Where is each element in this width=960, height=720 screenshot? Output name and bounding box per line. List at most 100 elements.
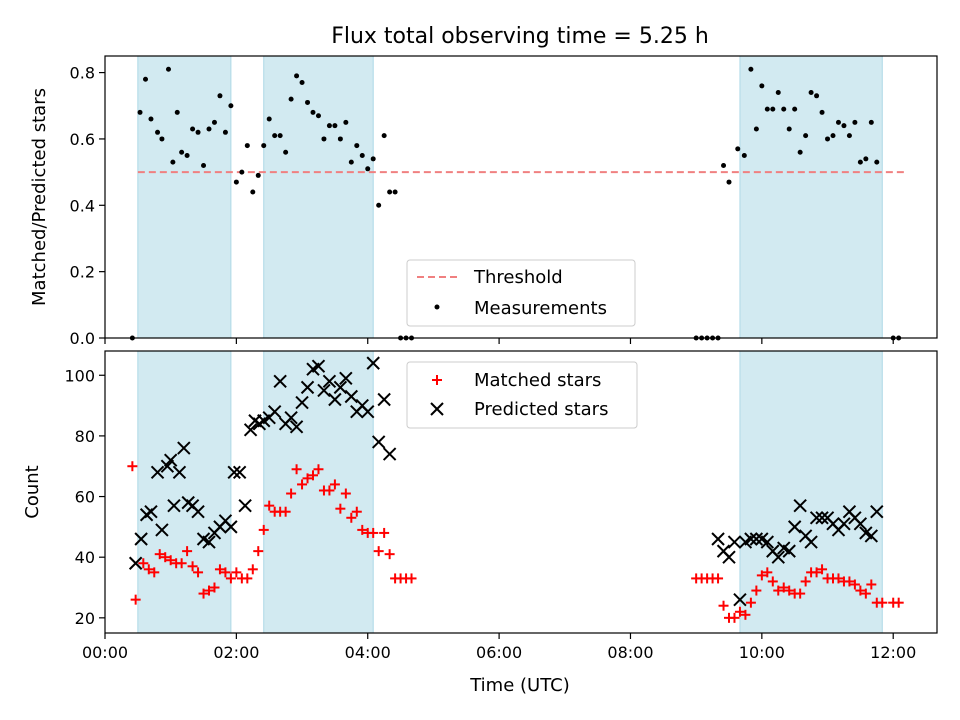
marker-stroke bbox=[273, 374, 287, 389]
matched-star-marker bbox=[767, 576, 778, 587]
matched-star-marker bbox=[264, 500, 275, 511]
top-axes-frame bbox=[104, 55, 938, 339]
predicted-star-marker bbox=[333, 380, 348, 395]
predicted-star-marker bbox=[227, 465, 241, 479]
marker-stroke bbox=[267, 404, 282, 419]
measurement-point bbox=[261, 143, 267, 149]
marker-stroke bbox=[238, 498, 252, 513]
measurement-point bbox=[155, 129, 161, 135]
measurement-point bbox=[786, 126, 792, 132]
marker-stroke bbox=[804, 535, 818, 549]
measurement-point bbox=[143, 76, 149, 82]
matched-star-marker bbox=[308, 470, 318, 481]
matched-star-marker bbox=[138, 558, 149, 569]
marker-stroke bbox=[339, 371, 353, 385]
marker-stroke bbox=[870, 505, 884, 519]
matched-star-marker bbox=[893, 597, 904, 608]
marker-stroke bbox=[755, 532, 769, 546]
matched-star-marker bbox=[877, 597, 888, 608]
marker-stroke bbox=[744, 532, 758, 546]
measurement-point bbox=[721, 162, 727, 168]
matched-star-marker bbox=[713, 573, 724, 584]
y-tick-label: 0.6 bbox=[70, 130, 95, 149]
matched-star-marker bbox=[247, 564, 258, 575]
measurement-point bbox=[808, 89, 814, 95]
predicted-star-marker bbox=[144, 505, 158, 519]
matched-star-marker bbox=[866, 579, 877, 590]
measurement-point bbox=[283, 149, 289, 155]
measurement-points bbox=[129, 66, 902, 341]
y-tick-label: 40 bbox=[75, 548, 95, 567]
predicted-star-marker bbox=[793, 498, 807, 513]
matched-star-marker bbox=[384, 549, 395, 560]
predicted-star-marker bbox=[238, 498, 252, 513]
predicted-star-marker bbox=[366, 356, 380, 370]
x-tick-label: 06:00 bbox=[476, 643, 522, 662]
matched-star-marker bbox=[127, 461, 138, 472]
marker-stroke bbox=[295, 395, 309, 410]
marker-stroke bbox=[377, 392, 391, 407]
measurement-point bbox=[359, 153, 365, 159]
marker-stroke bbox=[322, 374, 337, 389]
observing-window bbox=[137, 55, 232, 339]
measurement-point bbox=[863, 156, 869, 162]
predicted-star-marker bbox=[300, 380, 315, 395]
bottom-y-axis-label: Count bbox=[22, 465, 43, 518]
y-tick-label: 80 bbox=[75, 427, 95, 446]
marker-stroke bbox=[782, 544, 796, 558]
predicted-star-marker bbox=[711, 532, 725, 546]
measurement-point bbox=[825, 136, 831, 142]
matched-star-marker bbox=[253, 546, 264, 557]
measurement-point bbox=[211, 119, 217, 125]
predicted-star-marker bbox=[771, 550, 785, 564]
measurement-point bbox=[255, 172, 261, 178]
matched-star-marker bbox=[833, 573, 844, 584]
predicted-star-marker bbox=[284, 411, 298, 425]
matched-star-marker bbox=[373, 546, 384, 557]
x-tick-label: 12:00 bbox=[870, 643, 916, 662]
predicted-star-marker bbox=[870, 505, 884, 519]
bottom-legend: Matched stars Predicted stars bbox=[406, 361, 638, 429]
measurement-point bbox=[174, 109, 180, 115]
measurement-point bbox=[195, 129, 201, 135]
marker-stroke bbox=[155, 523, 169, 537]
measurement-point bbox=[332, 123, 338, 129]
measurement-point bbox=[148, 116, 154, 122]
matched-star-marker bbox=[220, 567, 231, 578]
marker-stroke bbox=[711, 532, 725, 546]
y-tick-label: 0.8 bbox=[70, 64, 95, 83]
measurement-point bbox=[337, 136, 343, 142]
observing-window bbox=[739, 350, 883, 634]
predicted-star-marker bbox=[177, 441, 191, 455]
measurement-point bbox=[381, 133, 387, 139]
matched-star-marker bbox=[406, 573, 417, 584]
measurement-point bbox=[190, 126, 196, 132]
predicted-star-marker bbox=[339, 371, 353, 385]
matched-star-marker bbox=[346, 512, 357, 523]
predicted-star-marker bbox=[295, 395, 309, 410]
top-panel: 0.00.20.40.60.8 Matched/Predicted stars … bbox=[29, 55, 938, 348]
matched-star-marker bbox=[242, 573, 253, 584]
observing-window bbox=[263, 55, 374, 339]
marker-stroke bbox=[317, 383, 331, 398]
matched-star-marker bbox=[811, 567, 822, 578]
marker-stroke bbox=[150, 465, 165, 479]
marker-stroke bbox=[777, 541, 791, 555]
y-tick-label: 0.0 bbox=[70, 329, 95, 348]
measurement-point bbox=[764, 106, 770, 112]
matched-star-marker bbox=[795, 588, 806, 599]
matched-star-marker bbox=[751, 585, 762, 596]
measurement-point bbox=[835, 119, 841, 125]
predicted-star-marker bbox=[809, 511, 824, 525]
marker-stroke bbox=[191, 505, 205, 519]
marker-stroke bbox=[366, 356, 380, 370]
marker-stroke bbox=[859, 526, 873, 540]
marker-stroke bbox=[300, 380, 315, 395]
measurement-point bbox=[299, 80, 305, 86]
predicted-star-marker bbox=[837, 517, 851, 531]
matched-star-marker bbox=[745, 597, 756, 608]
marker-stroke bbox=[749, 532, 764, 546]
marker-stroke bbox=[289, 420, 304, 434]
measurement-point bbox=[310, 109, 316, 115]
measurement-point bbox=[392, 189, 398, 195]
